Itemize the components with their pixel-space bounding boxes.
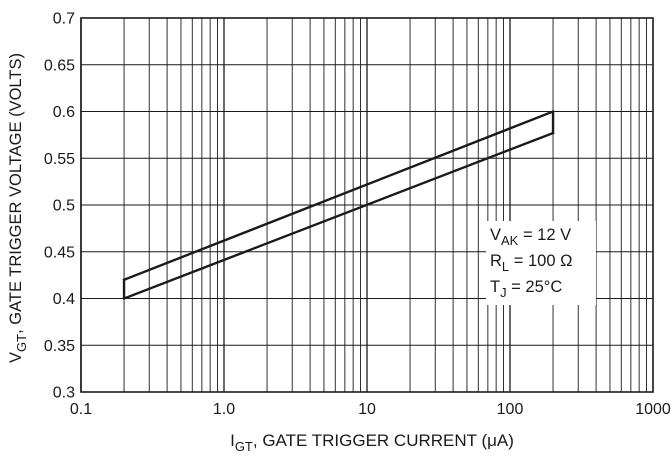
y-tick-label: 0.55 (44, 151, 75, 168)
x-axis-label: IGT, GATE TRIGGER CURRENT (μA) (230, 431, 514, 454)
y-tick-label: 0.4 (53, 291, 75, 308)
y-tick-label: 0.35 (44, 338, 75, 355)
x-tick-label: 1000 (635, 401, 671, 418)
y-tick-label: 0.6 (53, 104, 75, 121)
annotation-line: VAK = 12 V (490, 226, 571, 248)
data-series (122, 109, 555, 301)
y-tick-label: 0.5 (53, 198, 75, 215)
y-tick-label: 0.45 (44, 244, 75, 261)
x-tick-label: 0.1 (70, 401, 92, 418)
plot-frame (80, 17, 654, 393)
test-conditions-annotation: VAK = 12 V RL = 100 Ω TJ = 25°C (486, 221, 596, 305)
series-line-1 (122, 109, 555, 282)
annotation-line: TJ = 25°C (490, 278, 562, 300)
y-tick-label: 0.65 (44, 57, 75, 74)
y-tick-label: 0.3 (53, 385, 75, 402)
annotation-background (486, 221, 596, 305)
series-line-2 (122, 131, 555, 301)
x-tick-label: 1.0 (213, 401, 235, 418)
y-axis-label: VGT, GATE TRIGGER VOLTAGE (VOLTS) (7, 53, 29, 363)
tick-labels: 0.1 1.0 10 100 1000 0.3 0.35 0.4 0.45 0.5 0.55 0.6 0… (44, 11, 671, 419)
x-tick-label: 10 (358, 401, 376, 418)
annotation-line: RL = 100 Ω (490, 252, 572, 274)
y-tick-label: 0.7 (53, 11, 75, 28)
x-tick-label: 100 (497, 401, 524, 418)
